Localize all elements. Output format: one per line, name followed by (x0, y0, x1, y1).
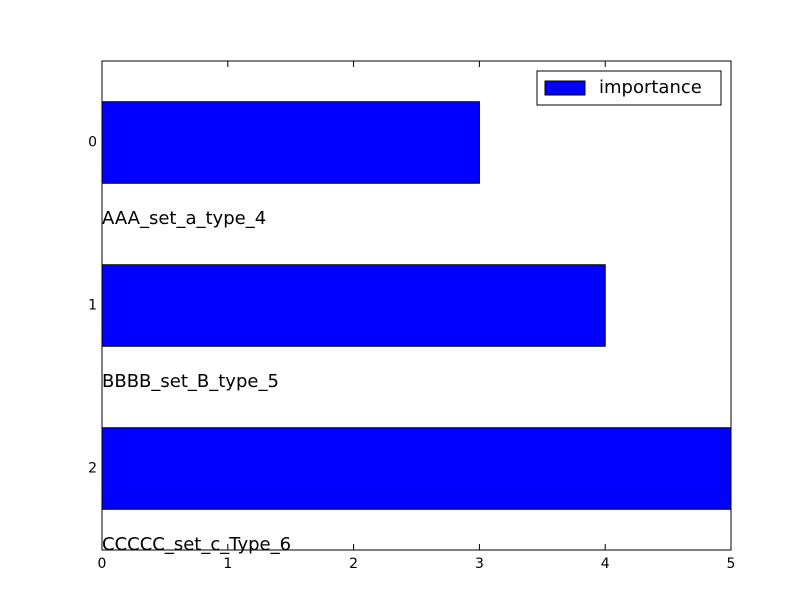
x-tick-label: 0 (98, 556, 107, 572)
x-tick-label: 5 (727, 556, 736, 572)
x-tick-label: 3 (475, 556, 484, 572)
legend-label: importance (599, 77, 702, 98)
y-tick-label: 2 (88, 461, 97, 477)
x-tick-label: 4 (601, 556, 610, 572)
legend-swatch (544, 80, 586, 96)
x-tick-label: 2 (349, 556, 358, 572)
annotation: BBBB_set_B_type_5 (102, 371, 279, 392)
bar (101, 427, 732, 510)
bar (101, 101, 480, 184)
bar (101, 264, 606, 347)
y-tick-label: 1 (88, 298, 97, 314)
y-tick-label: 0 (88, 135, 97, 151)
annotation: CCCCC_set_c_Type_6 (102, 534, 291, 555)
annotation: AAA_set_a_type_4 (102, 208, 266, 229)
x-tick-label: 1 (223, 556, 232, 572)
axes-frame (101, 60, 732, 551)
